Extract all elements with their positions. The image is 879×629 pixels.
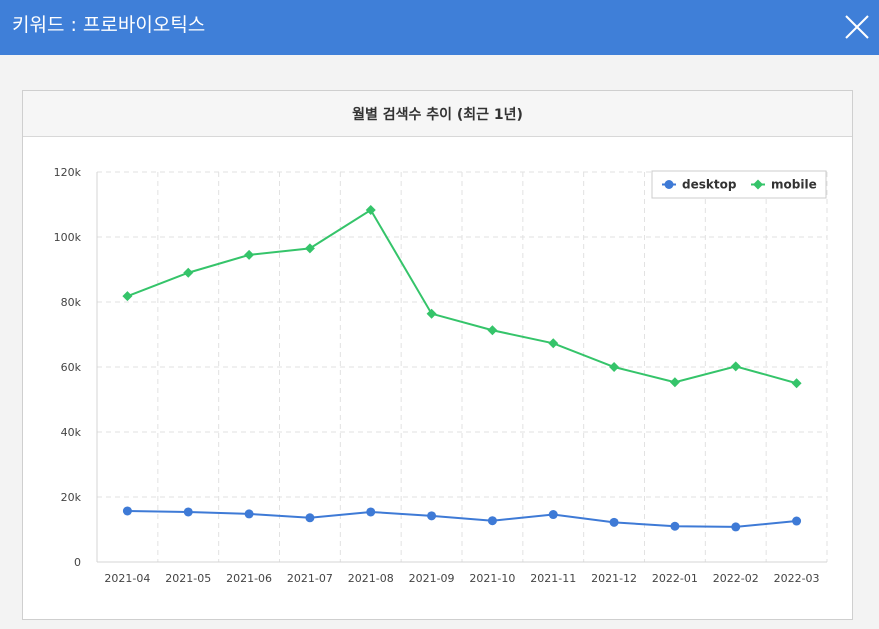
legend-label-mobile: mobile [771, 178, 817, 192]
mobile-series-line [127, 208, 797, 385]
desktop-point [609, 517, 619, 527]
legend-marker-desktop [664, 180, 674, 189]
desktop-point [670, 521, 680, 531]
x-tick-label: 2022-02 [713, 572, 759, 585]
close-icon [845, 15, 869, 39]
mobile-point [365, 205, 376, 216]
y-tick-label: 60k [61, 361, 82, 374]
keyword-title: 키워드 : 프로바이오틱스 [12, 14, 206, 36]
search-trend-chart: 0 20k 40k 60k 80k 100k 120k 2021-04 2021-05 2021-… [54, 166, 828, 585]
chart-legend [651, 170, 827, 199]
x-tick-label: 2021-05 [165, 572, 211, 585]
x-tick-label: 2022-03 [774, 572, 820, 585]
x-tick-label: 2021-11 [530, 572, 576, 585]
legend-marker-mobile [753, 179, 763, 190]
mobile-point [304, 243, 315, 254]
mobile-point [244, 249, 255, 260]
x-tick-label: 2021-08 [348, 572, 394, 585]
close-button[interactable] [839, 9, 875, 45]
x-tick-label: 2021-12 [591, 572, 637, 585]
legend-label-desktop: desktop [682, 178, 737, 192]
desktop-point [487, 516, 497, 526]
chart-title: 월별 검색수 추이 (최근 1년) [352, 107, 523, 123]
mobile-point [426, 308, 437, 319]
y-tick-label: 40k [61, 426, 82, 439]
chart-panel-header: 월별 검색수 추이 (최근 1년) [23, 91, 852, 137]
desktop-point [183, 507, 193, 517]
desktop-point [792, 516, 802, 526]
chart-panel: 월별 검색수 추이 (최근 1년) 0 20k 40k 60k 80k 100k 120k 2… [22, 90, 853, 620]
desktop-point [305, 513, 315, 523]
x-tick-label: 2021-09 [409, 572, 455, 585]
mobile-point [609, 362, 620, 372]
window-header: 키워드 : 프로바이오틱스 [0, 0, 879, 55]
mobile-point [730, 361, 741, 372]
desktop-point [244, 509, 254, 519]
desktop-point [366, 507, 376, 517]
y-tick-label: 100k [54, 231, 82, 244]
mobile-point [183, 267, 194, 278]
mobile-point [669, 377, 680, 388]
y-tick-label: 20k [61, 491, 82, 504]
y-tick-label: 80k [61, 296, 82, 309]
desktop-series-line [127, 509, 797, 528]
x-tick-label: 2022-01 [652, 572, 698, 585]
x-tick-label: 2021-04 [104, 572, 150, 585]
mobile-point [548, 338, 559, 349]
desktop-point [731, 522, 741, 532]
mobile-point [487, 325, 498, 336]
y-tick-label: 0 [74, 556, 81, 569]
y-tick-label: 120k [54, 166, 82, 179]
mobile-point [122, 291, 133, 302]
x-tick-label: 2021-06 [226, 572, 272, 585]
desktop-point [548, 510, 558, 520]
x-tick-label: 2021-07 [287, 572, 333, 585]
mobile-point [791, 378, 802, 389]
desktop-point [122, 506, 132, 516]
x-tick-label: 2021-10 [469, 572, 515, 585]
desktop-point [427, 511, 437, 521]
